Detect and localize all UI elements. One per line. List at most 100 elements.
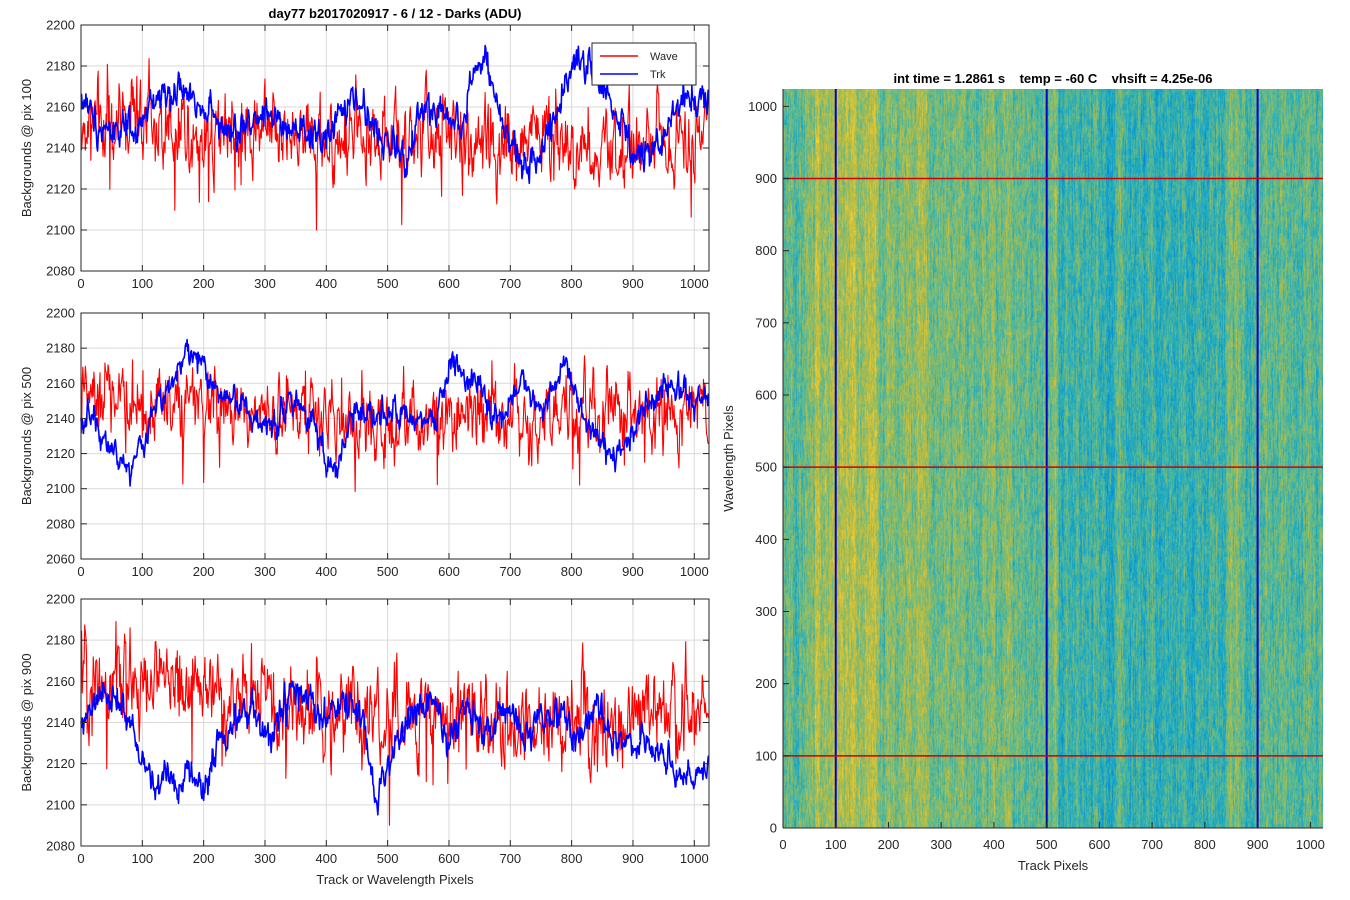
x-tick-label: 300 xyxy=(254,276,276,291)
y-tick-label: 2120 xyxy=(46,182,75,197)
x-tick-label: 0 xyxy=(77,564,84,579)
x-tick-label: 800 xyxy=(561,851,583,866)
y-tick-label: 2160 xyxy=(46,376,75,391)
y-tick-label: 1000 xyxy=(748,99,777,114)
y-axis-label: Wavelength Pixels xyxy=(721,405,736,512)
heatmap-panel: 0 100 200 300 400 500 600 700 800 900 1000 0 100 200 3… xyxy=(721,71,1325,873)
y-tick-label: 2100 xyxy=(46,223,75,238)
x-tick-label: 200 xyxy=(193,851,215,866)
y-tick-label: 2140 xyxy=(46,411,75,426)
plot-panel-pix-500: 0 100 200 300 400 500 600 700 800 900 1000 2060 2080… xyxy=(19,306,710,579)
x-tick-label: 400 xyxy=(315,851,337,866)
x-tick-label: 800 xyxy=(1194,837,1216,852)
x-tick-label: 900 xyxy=(622,276,644,291)
y-tick-label: 2200 xyxy=(46,592,75,607)
x-tick-label: 800 xyxy=(561,564,583,579)
x-axis-label: Track or Wavelength Pixels xyxy=(316,872,474,887)
y-tick-label: 2200 xyxy=(46,18,75,33)
y-tick-label: 2200 xyxy=(46,306,75,321)
legend: Wave Trk xyxy=(591,42,697,86)
y-axis-label: Backgrounds @ pix 500 xyxy=(19,367,34,505)
series-line-trk xyxy=(80,338,710,487)
x-tick-label: 700 xyxy=(499,276,521,291)
x-tick-label: 400 xyxy=(983,837,1005,852)
x-tick-label: 0 xyxy=(77,851,84,866)
x-tick-label: 400 xyxy=(315,564,337,579)
chart-title: day77 b2017020917 - 6 / 12 - Darks (ADU) xyxy=(269,6,522,21)
y-tick-label: 800 xyxy=(755,243,777,258)
y-tick-label: 700 xyxy=(755,315,777,330)
plot-background xyxy=(81,313,709,559)
x-tick-label: 100 xyxy=(825,837,847,852)
legend-box xyxy=(591,42,697,86)
series-line-trk xyxy=(80,680,710,816)
y-tick-label: 300 xyxy=(755,604,777,619)
x-tick-label: 100 xyxy=(131,564,153,579)
y-axis-label: Backgrounds @ pix 900 xyxy=(19,653,34,791)
x-tick-label: 0 xyxy=(77,276,84,291)
y-tick-label: 900 xyxy=(755,171,777,186)
x-tick-label: 300 xyxy=(254,851,276,866)
y-tick-label: 2140 xyxy=(46,141,75,156)
x-tick-label: 1000 xyxy=(680,276,709,291)
x-tick-label: 200 xyxy=(878,837,900,852)
plot-panel-pix-900: 0 100 200 300 400 500 600 700 800 900 1000 2080 2100… xyxy=(19,592,710,887)
x-tick-label: 0 xyxy=(779,837,786,852)
x-tick-label: 700 xyxy=(1141,837,1163,852)
series-line-wave xyxy=(80,58,709,231)
x-tick-label: 600 xyxy=(1089,837,1111,852)
y-tick-label: 2120 xyxy=(46,446,75,461)
y-tick-label: 0 xyxy=(770,821,777,836)
y-tick-label: 2180 xyxy=(46,59,75,74)
x-tick-label: 900 xyxy=(622,851,644,866)
y-tick-label: 2080 xyxy=(46,839,75,854)
x-tick-label: 500 xyxy=(377,851,399,866)
y-tick-label: 2180 xyxy=(46,341,75,356)
x-tick-label: 100 xyxy=(131,276,153,291)
series-line-wave xyxy=(80,620,709,826)
y-tick-label: 400 xyxy=(755,532,777,547)
y-tick-label: 2060 xyxy=(46,552,75,567)
series-line-trk xyxy=(80,44,710,185)
x-tick-label: 100 xyxy=(131,851,153,866)
legend-label-trk: Trk xyxy=(650,69,666,81)
axes-frame xyxy=(80,312,710,560)
y-tick-label: 2080 xyxy=(46,516,75,531)
x-axis-label: Track Pixels xyxy=(1018,858,1089,873)
y-tick-label: 2140 xyxy=(46,715,75,730)
legend-label-wave: Wave xyxy=(650,51,678,63)
y-tick-label: 2120 xyxy=(46,756,75,771)
x-tick-label: 800 xyxy=(561,276,583,291)
x-tick-label: 1000 xyxy=(1296,837,1325,852)
x-tick-label: 600 xyxy=(438,564,460,579)
x-tick-label: 500 xyxy=(377,276,399,291)
x-tick-label: 400 xyxy=(315,276,337,291)
y-tick-label: 200 xyxy=(755,676,777,691)
x-tick-label: 900 xyxy=(622,564,644,579)
y-tick-label: 2160 xyxy=(46,100,75,115)
x-tick-label: 700 xyxy=(499,851,521,866)
x-tick-label: 900 xyxy=(1247,837,1269,852)
series-line-wave xyxy=(80,355,709,493)
heatmap-image xyxy=(783,89,1323,828)
y-tick-label: 500 xyxy=(755,460,777,475)
x-tick-label: 300 xyxy=(930,837,952,852)
x-tick-label: 500 xyxy=(377,564,399,579)
y-axis-label: Backgrounds @ pix 100 xyxy=(19,79,34,217)
y-tick-label: 2180 xyxy=(46,633,75,648)
x-tick-label: 1000 xyxy=(680,851,709,866)
y-tick-label: 2160 xyxy=(46,674,75,689)
x-tick-label: 600 xyxy=(438,851,460,866)
y-tick-label: 2100 xyxy=(46,481,75,496)
y-tick-label: 2080 xyxy=(46,264,75,279)
x-tick-label: 600 xyxy=(438,276,460,291)
x-tick-label: 300 xyxy=(254,564,276,579)
x-tick-label: 200 xyxy=(193,276,215,291)
x-tick-label: 1000 xyxy=(680,564,709,579)
y-tick-label: 100 xyxy=(755,748,777,763)
y-tick-label: 600 xyxy=(755,387,777,402)
plot-panel-pix-100: 0 100 200 300 400 500 600 700 800 900 1000 2080 2100… xyxy=(19,6,710,291)
y-tick-label: 2100 xyxy=(46,797,75,812)
chart-title: int time = 1.2861 s temp = -60 C vhsift … xyxy=(893,71,1212,86)
